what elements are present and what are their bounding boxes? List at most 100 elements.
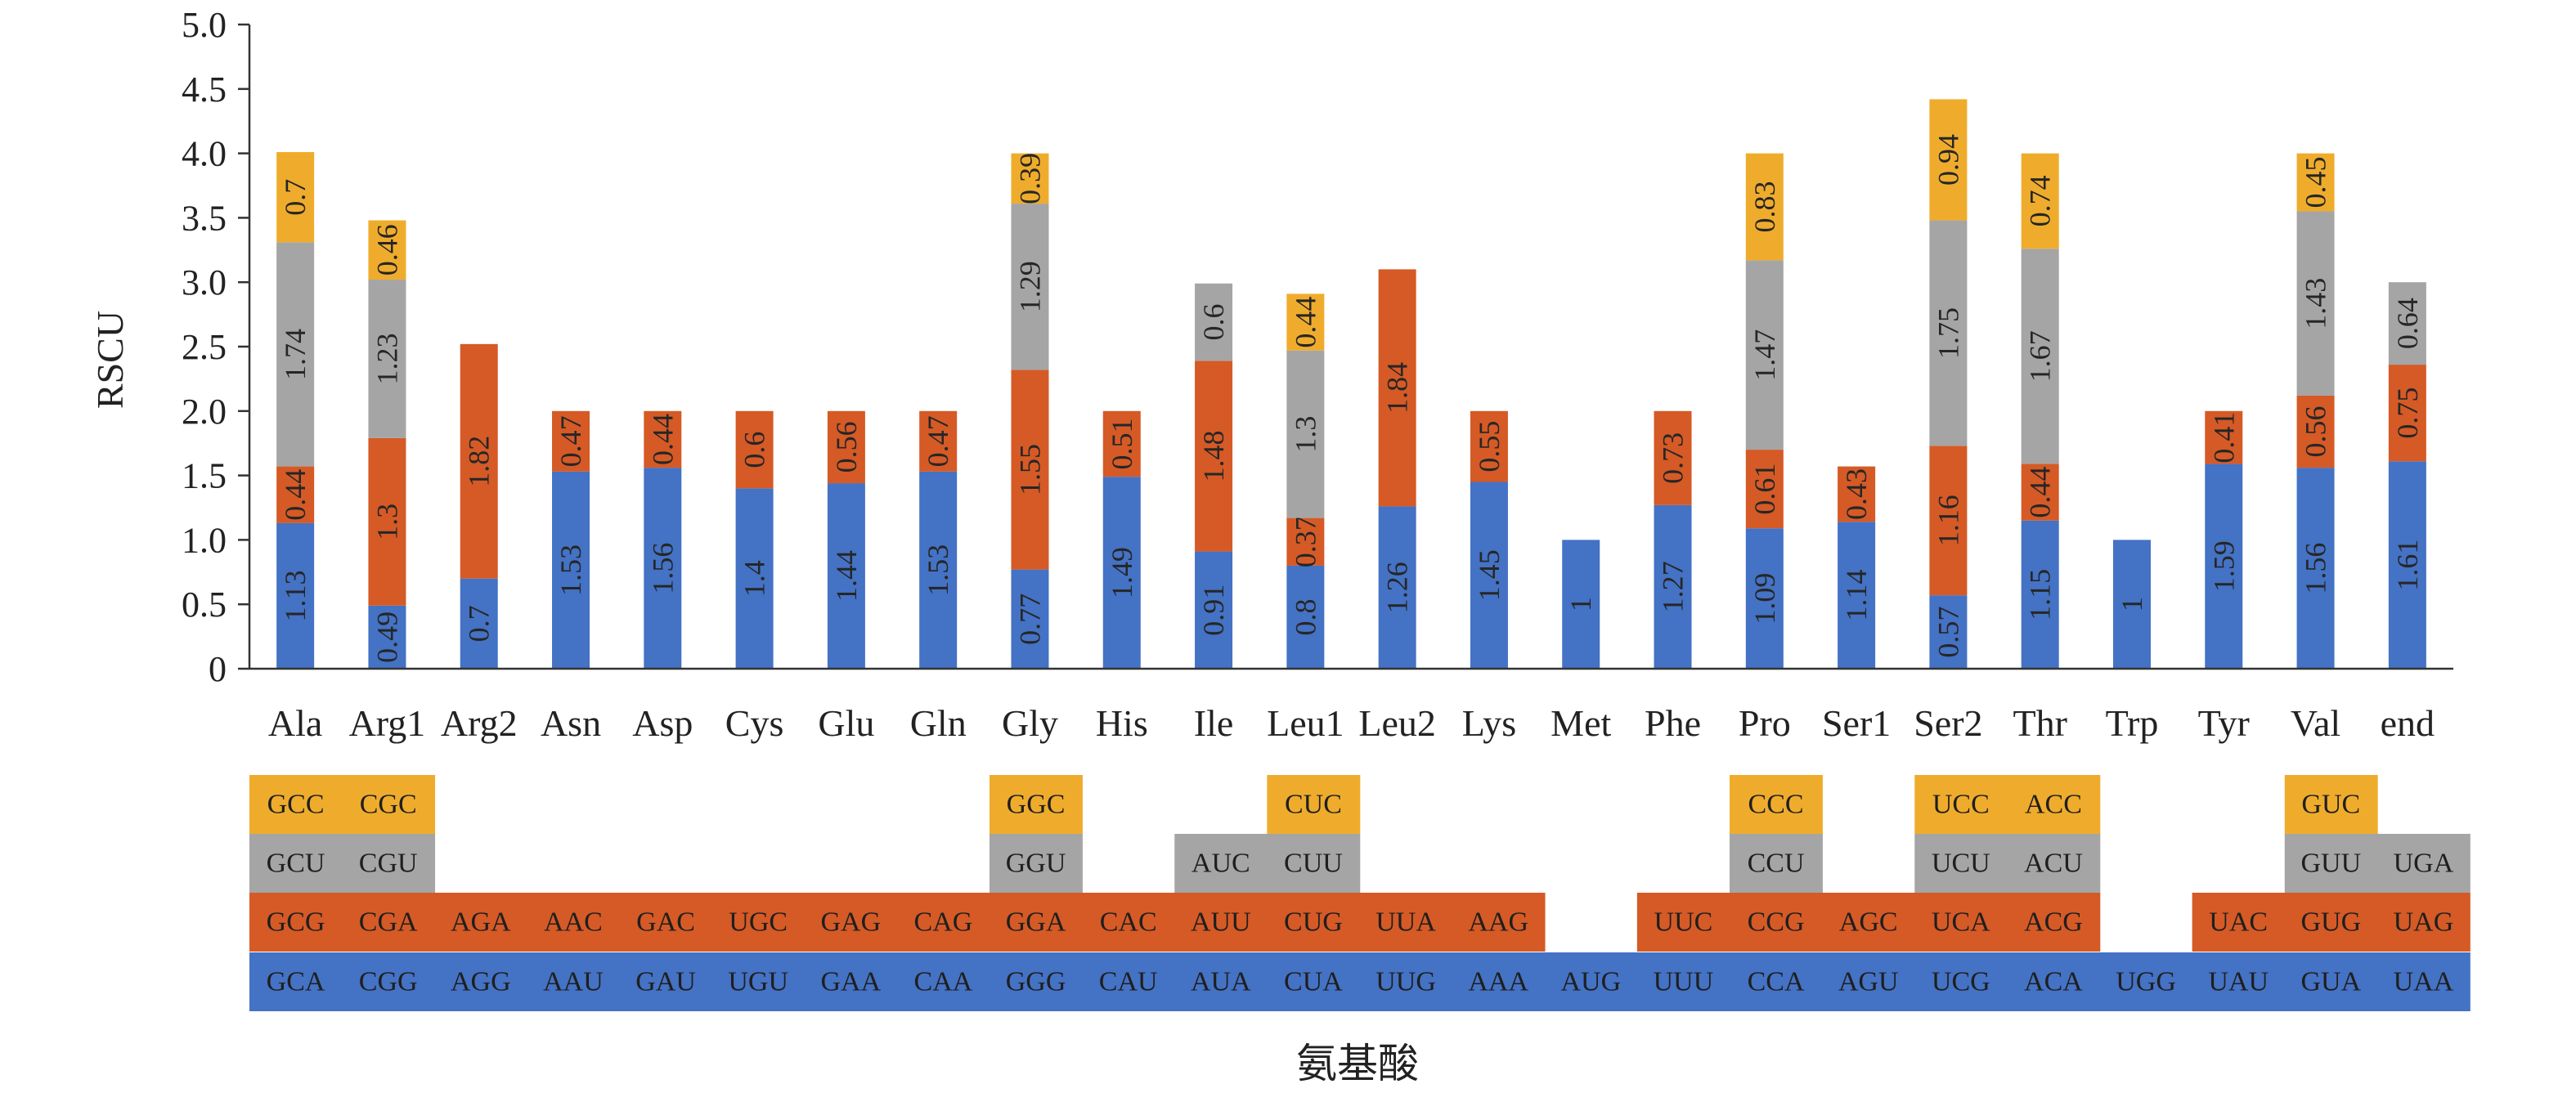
y-tick-label: 5.0: [182, 5, 227, 45]
bar-segment: [552, 471, 590, 669]
codon-label: CCA: [1748, 967, 1805, 997]
bar-segment: [1286, 565, 1325, 669]
bar-segment: [2205, 410, 2243, 464]
bar-value-label: 0.44: [2024, 467, 2057, 518]
codon-label: GGG: [1006, 967, 1066, 997]
codon-cell: [1452, 893, 1546, 952]
codon-cell: [1914, 893, 2008, 952]
bar-segment: [276, 152, 315, 243]
codon-label: CUU: [1284, 849, 1343, 879]
codon-cell: [249, 775, 343, 834]
codon-cell: [2192, 893, 2286, 952]
bar-segment: [2296, 153, 2335, 212]
x-tick-label: Gln: [910, 702, 967, 744]
y-tick-label: 0: [209, 649, 227, 689]
bar-segment: [2205, 464, 2243, 669]
y-tick-label: 1.0: [182, 520, 227, 560]
bar-segment: [827, 483, 865, 669]
codon-cell: [1174, 952, 1268, 1011]
x-tick-label: Asn: [541, 702, 601, 744]
codon-cell: [1267, 834, 1361, 893]
codon-label: CUA: [1284, 967, 1343, 997]
codon-label: AAG: [1468, 907, 1528, 938]
bar-value-label: 1.75: [1932, 307, 1964, 359]
bar-value-label: 0.56: [830, 421, 863, 473]
x-tick-label: end: [2381, 702, 2435, 744]
codon-label: GCU: [267, 849, 325, 879]
bar-value-label: 0.6: [1197, 304, 1230, 341]
x-tick-label: Arg2: [441, 702, 518, 744]
y-tick-label: 1.5: [182, 456, 227, 496]
codon-cell: [711, 952, 806, 1011]
codon-label: CAU: [1099, 967, 1158, 997]
bar-value-label: 0.94: [1932, 134, 1964, 186]
bar-segment: [735, 410, 774, 489]
codon-label: AUU: [1191, 907, 1251, 938]
codon-label: CGC: [360, 790, 417, 820]
bar-segment: [460, 578, 498, 669]
bar-segment: [2021, 249, 2059, 464]
codon-label: UAA: [2394, 967, 2454, 997]
codon-label: CCC: [1748, 790, 1804, 820]
bar-value-label: 1.27: [1657, 561, 1690, 612]
bar-segment: [1378, 506, 1416, 669]
bar-segment: [644, 410, 682, 468]
bar-value-label: 1: [1564, 597, 1597, 611]
bar-segment: [1838, 466, 1876, 522]
codon-label: UGA: [2394, 849, 2454, 879]
bar-segment: [1470, 410, 1508, 482]
codon-label: UGG: [2116, 967, 2176, 997]
bar-value-label: 0.47: [922, 415, 954, 467]
bar-segment: [1562, 540, 1600, 669]
codon-label: AGC: [1839, 907, 1898, 938]
codon-label: GGU: [1006, 849, 1066, 879]
codon-label: UAU: [2208, 967, 2269, 997]
bar-segment: [1929, 595, 1968, 669]
bar-value-label: 0.49: [370, 611, 403, 663]
bar-value-label: 0.44: [646, 414, 679, 465]
x-tick-label: Trp: [2106, 702, 2159, 744]
bar-value-label: 1.14: [1840, 570, 1873, 621]
bar-segment: [552, 410, 590, 472]
bar-segment: [1838, 522, 1876, 669]
codon-label: AUG: [1560, 967, 1621, 997]
codon-cell: [1267, 775, 1361, 834]
codon-cell: [1267, 893, 1361, 952]
bar-value-label: 1.3: [1289, 416, 1322, 453]
codon-label: UCC: [1932, 790, 1990, 820]
x-tick-label: Tyr: [2198, 702, 2250, 744]
x-tick-label: Gly: [1002, 702, 1058, 744]
bar-segment: [1378, 269, 1416, 507]
bar-segment: [368, 437, 406, 606]
codon-cell: [1822, 893, 1916, 952]
codon-cell: [1359, 952, 1453, 1011]
bar-segment: [1286, 293, 1325, 351]
codon-cell: [2376, 893, 2471, 952]
x-tick-label: Leu1: [1267, 702, 1344, 744]
bar-segment: [1745, 260, 1784, 450]
bar-segment: [1654, 410, 1692, 505]
codon-cell: [2284, 893, 2378, 952]
bar-value-label: 1.82: [463, 436, 496, 487]
bar-value-label: 1.15: [2024, 569, 2057, 620]
codon-cell: [896, 893, 990, 952]
bar-segment: [1102, 477, 1141, 669]
codon-cell: [619, 952, 713, 1011]
x-tick-label: Asp: [632, 702, 693, 744]
codon-label: AUC: [1192, 849, 1250, 879]
codon-label: CGA: [359, 907, 418, 938]
x-tick-label: Lys: [1462, 702, 1516, 744]
codon-cell: [1914, 834, 2008, 893]
bar-value-label: 0.41: [2207, 412, 2240, 464]
codon-label: GAC: [636, 907, 695, 938]
codon-label: UCA: [1932, 907, 1990, 938]
bar-value-label: 1.13: [279, 570, 312, 621]
codon-label: CAA: [914, 967, 973, 997]
codon-cell: [2007, 893, 2101, 952]
bar-segment: [1286, 350, 1325, 518]
codon-cell: [1174, 834, 1268, 893]
bar-segment: [276, 242, 315, 467]
bar-segment: [1929, 220, 1968, 446]
bar-value-label: 0.51: [1106, 418, 1138, 469]
codon-label: CCG: [1748, 907, 1805, 938]
